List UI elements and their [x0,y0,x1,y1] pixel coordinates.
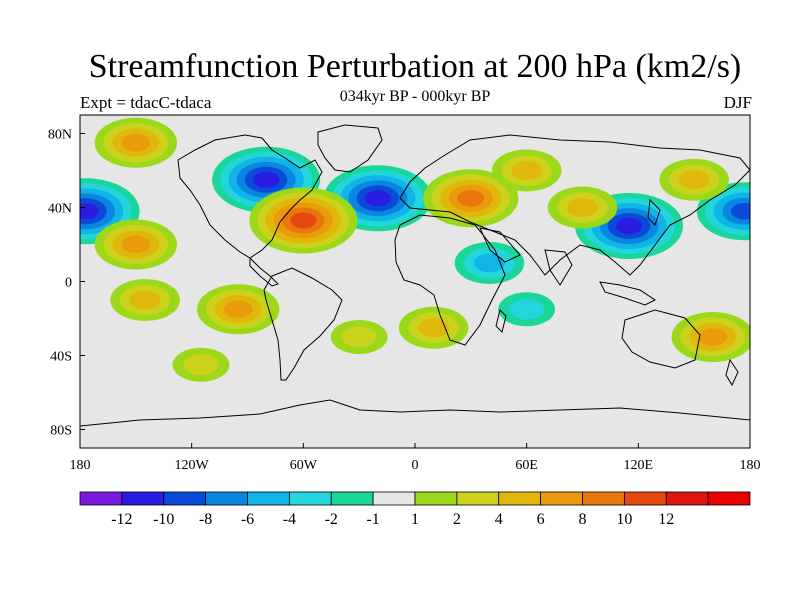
lat-tick-label: 40N [48,202,72,217]
anomaly-contour [183,354,219,376]
colorbar-swatch [372,491,416,506]
colorbar-swatch [288,491,332,506]
anomaly-contour [121,235,151,254]
colorbar-label: -1 [366,511,379,528]
anomaly-contour [509,298,545,320]
coast-africa [394,214,506,346]
coast-greenland [317,124,383,173]
coast-se-asia [599,281,656,306]
colorbar-label: 6 [537,511,545,528]
lon-tick-label: 180 [70,458,91,473]
anomaly-contour [129,290,161,310]
longitude-axis: 180 120W 60W 0 60E 120E 180 [70,443,761,473]
colorbar: -12 -10 -8 -6 -4 -2 -1 1 2 4 6 8 10 12 [79,491,751,528]
colorbar-swatch [163,491,207,506]
anomaly-contour [698,328,728,346]
anomaly-contour [678,170,710,190]
colorbar-swatch [623,491,667,506]
streamfunction-field [80,115,750,448]
colorbar-swatch [456,491,500,506]
coast-arabia [479,227,521,263]
season-label: DJF [723,93,752,112]
map-title: Streamfunction Perturbation at 200 hPa (… [88,48,742,85]
map-subtitle: 034kyr BP - 000kyr BP [339,88,491,105]
colorbar-label: -4 [283,511,296,528]
lon-tick-label: 60W [290,458,318,473]
lat-tick-label: 40S [50,350,72,365]
anomaly-contour [511,161,543,180]
coast-japan [647,198,661,226]
coast-australia [621,309,701,369]
lon-tick-label: 120E [624,458,654,473]
lat-tick-label: 0 [65,276,72,291]
colorbar-swatch [205,491,248,506]
anomaly-contour [341,326,377,348]
colorbar-swatch [247,491,290,506]
anomaly-contour [364,190,391,207]
colorbar-label: 2 [453,511,461,528]
colorbar-label: 10 [616,511,632,528]
experiment-label: Expt = tdacC-tdaca [80,93,212,112]
anomaly-contour [80,203,99,220]
coast-antarctica [80,399,750,427]
colorbar-label: -6 [241,511,254,528]
latitude-axis: 80N 40N 0 40S 80S [48,128,85,439]
colorbar-swatch [540,491,583,506]
anomaly-contour [253,171,280,188]
colorbar-label: -10 [153,511,174,528]
anomaly-contour [457,189,485,207]
colorbar-label: -8 [199,511,212,528]
coastlines [80,124,750,427]
lon-tick-label: 180 [740,458,761,473]
lon-tick-label: 0 [412,458,419,473]
anomaly-contour [615,218,643,234]
colorbar-swatch [121,491,165,506]
colorbar-swatch [498,491,542,506]
colorbar-label: -2 [325,511,338,528]
map-background [80,115,750,448]
colorbar-label: 12 [658,511,674,528]
anomaly-contour [223,300,253,318]
lon-tick-label: 60E [515,458,538,473]
colorbar-swatch [330,491,374,506]
coast-new-zealand [725,358,739,387]
anomaly-contour [290,212,317,229]
coast-india [544,249,573,286]
coast-south-america [263,267,343,381]
coast-north-america [177,134,323,259]
colorbar-label: 8 [579,511,587,528]
colorbar-label: 1 [411,511,419,528]
anomaly-contour [473,253,505,273]
coast-eurasia [399,134,750,276]
anomaly-contour [730,202,750,220]
coast-central-america [249,256,279,287]
lon-tick-label: 120W [175,458,210,473]
coast-madagascar [495,309,507,333]
anomaly-contour [418,318,450,338]
colorbar-swatch [582,491,625,506]
colorbar-label: -12 [111,511,132,528]
colorbar-swatch [414,491,458,506]
anomaly-contour [121,134,151,152]
colorbar-swatch [707,491,751,506]
colorbar-swatch [665,491,709,506]
lat-tick-label: 80N [48,128,72,143]
colorbar-swatch [79,491,123,506]
colorbar-label: 4 [495,511,503,528]
lat-tick-label: 80S [50,424,72,439]
anomaly-contour [567,198,598,217]
